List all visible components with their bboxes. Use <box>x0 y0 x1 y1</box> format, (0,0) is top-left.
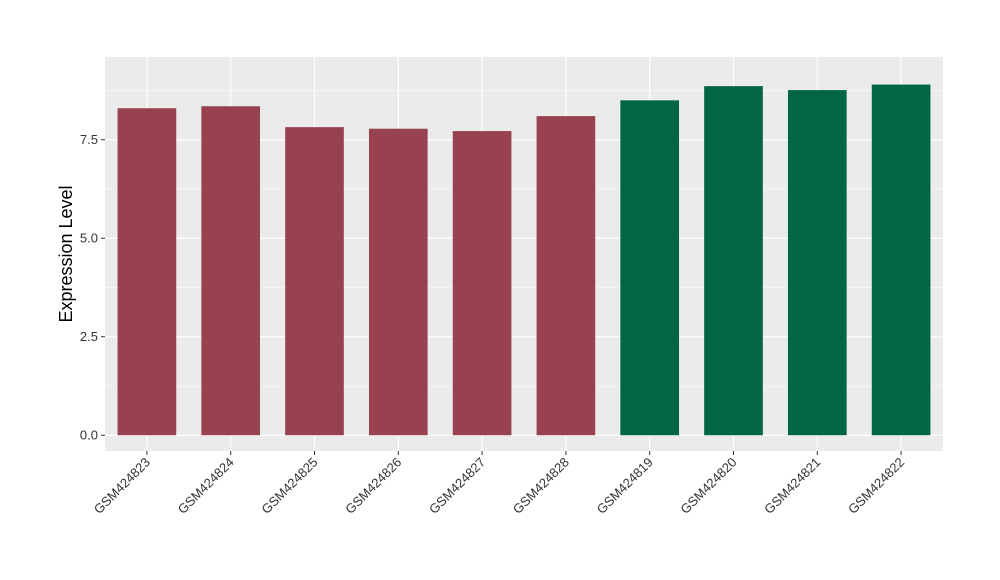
x-tick-label: GSM424827 <box>426 455 488 517</box>
y-axis-title: Expression Level <box>56 185 76 322</box>
bar-GSM424824 <box>201 106 261 436</box>
x-tick-label: GSM424820 <box>677 455 739 517</box>
bar-GSM424825 <box>285 127 344 436</box>
bar-GSM424828 <box>536 116 596 436</box>
y-tick-label: 0.0 <box>80 428 98 443</box>
x-tick-label: GSM424823 <box>91 455 153 517</box>
bar-GSM424819 <box>620 100 680 436</box>
bar-GSM424820 <box>704 86 763 436</box>
bar-GSM424823 <box>117 108 177 436</box>
x-tick-label: GSM424824 <box>175 455 237 517</box>
bar-GSM424827 <box>452 131 512 436</box>
x-axis: GSM424823 GSM424824 GSM424825 GSM424826 GSM4… <box>91 451 907 517</box>
x-tick-label: GSM424821 <box>761 455 823 517</box>
bar-GSM424821 <box>787 90 847 436</box>
x-tick-label: GSM424819 <box>594 455 656 517</box>
x-tick-label: GSM424828 <box>510 455 572 517</box>
x-tick-label: GSM424826 <box>342 455 404 517</box>
bars-group <box>117 84 931 436</box>
x-tick-label: GSM424825 <box>258 455 320 517</box>
y-tick-label: 5.0 <box>80 231 98 246</box>
y-axis: 0.0 2.5 5.0 7.5 <box>80 132 105 443</box>
bar-GSM424826 <box>368 128 428 436</box>
x-tick-label: GSM424822 <box>845 455 907 517</box>
y-tick-label: 2.5 <box>80 329 98 344</box>
bar-GSM424822 <box>871 84 931 436</box>
y-tick-label: 7.5 <box>80 132 98 147</box>
